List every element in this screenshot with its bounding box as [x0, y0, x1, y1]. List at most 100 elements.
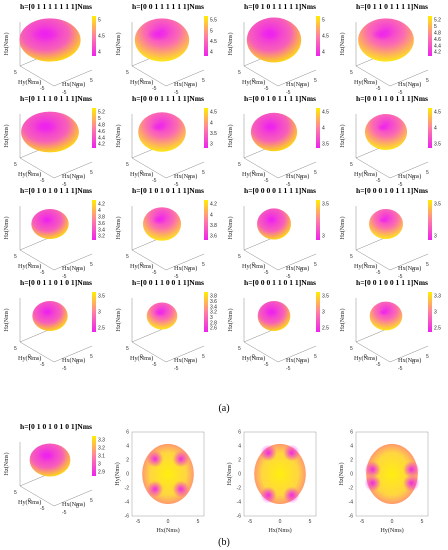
- x-tick: 0: [76, 504, 79, 510]
- chart-panel-17: 6 4 2 0 -2 -4 -6 -5 0 5 Hx(Nms) Hy(Nms): [114, 430, 205, 534]
- ylabel: Hy(Nms): [130, 79, 153, 86]
- ylabel: Hy(Nms): [354, 171, 377, 178]
- colorbar-tick: 3.5: [322, 294, 329, 300]
- colorbar: [428, 108, 432, 148]
- subfigure-label-b: (b): [218, 537, 230, 548]
- colorbar-tick: 3.6: [210, 234, 217, 240]
- y-tick: 0: [28, 354, 31, 360]
- surface-highlight: [378, 309, 389, 316]
- colorbar-tick: 5.2: [434, 18, 441, 24]
- y-tick: 0: [252, 354, 255, 360]
- xlabel: Hx(Nms): [286, 173, 309, 180]
- x-tick: 5: [90, 262, 93, 268]
- x-tick: 0: [279, 519, 282, 525]
- chart-panel-11: h=[0 0 0 1 0 1 1 1]Nms Hz(Nms) Hy(Nms) Hx(N…: [339, 186, 441, 280]
- x-tick: 0: [167, 519, 170, 525]
- surface: [257, 208, 291, 240]
- x-tick: -5: [286, 90, 291, 96]
- surface-spot: [260, 486, 277, 504]
- chart-panel-13: h=[0 0 1 1 0 0 1 1]Nms Hz(Nms) Hy(Nms) Hx(N…: [115, 278, 217, 372]
- surface-spot: [283, 444, 300, 462]
- x-tick: -5: [62, 510, 67, 516]
- panel-title: h=[0 0 1 0 1 1 1 1]Nms: [244, 94, 316, 103]
- colorbar: [428, 16, 432, 56]
- surface-spot: [172, 450, 190, 468]
- x-tick: -5: [174, 90, 179, 96]
- y-tick: -5: [40, 178, 45, 184]
- chart-panel-6: h=[0 0 1 0 1 1 1 1]Nms Hz(Nms) Hy(Nms) Hx(N…: [227, 94, 329, 188]
- x-tick: 0: [300, 176, 303, 182]
- surface-highlight: [153, 308, 167, 317]
- y-tick: 5: [238, 70, 241, 76]
- xlabel: Hx(Nms): [398, 81, 421, 88]
- colorbar-tick: 3.5: [434, 202, 441, 208]
- x-tick: -5: [398, 274, 403, 280]
- y-tick: 0: [364, 262, 367, 268]
- xlabel: Hx(Nms): [286, 81, 309, 88]
- colorbar-tick: 3: [322, 310, 325, 316]
- y-tick: 5: [14, 254, 17, 260]
- colorbar-tick: 4.6: [98, 129, 105, 135]
- zlabel: Hz(Nms): [3, 452, 10, 475]
- x-tick: 5: [426, 170, 429, 176]
- y-tick: 0: [350, 472, 353, 478]
- colorbar-tick: 4.2: [98, 142, 105, 148]
- y-tick: 5: [350, 346, 353, 352]
- colorbar-tick: 4: [210, 50, 213, 56]
- ylabel: Hy(Nms): [18, 79, 41, 86]
- colorbar-tick: 3.2: [98, 446, 105, 452]
- x-tick: -5: [398, 182, 403, 188]
- ylabel: Hy(Nms): [130, 171, 153, 178]
- panel-title: h=[0 0 1 1 0 1 0 1]Nms: [20, 278, 92, 287]
- x-tick: 5: [426, 262, 429, 268]
- x-tick: -5: [360, 519, 365, 525]
- panel-title: h=[0 1 0 1 0 1 1 1]Nms: [20, 186, 92, 195]
- colorbar-tick: 4.2: [434, 50, 441, 56]
- y-tick: 2: [350, 458, 353, 464]
- colorbar-tick: 5.5: [210, 18, 217, 24]
- chart-panel-0: h=[0 1 1 1 1 1 1 1]Nms Hz(Nms) Hy(Nms) Hx(N…: [3, 2, 105, 96]
- colorbar-tick: 2.6: [210, 326, 217, 332]
- ylabel: Hy(Nms): [242, 171, 265, 178]
- y-tick: 0: [364, 354, 367, 360]
- surface-highlight: [33, 120, 58, 134]
- surface-highlight: [259, 28, 281, 41]
- y-tick: 4: [238, 444, 241, 450]
- plot-frame: [243, 431, 317, 517]
- colorbar-tick: 3.5: [434, 142, 441, 148]
- x-tick: 5: [309, 519, 312, 525]
- y-tick: 0: [364, 170, 367, 176]
- surface-highlight: [31, 27, 60, 42]
- ylabel: Hz(Nms): [338, 462, 345, 485]
- x-tick: 5: [202, 78, 205, 84]
- surface-highlight: [152, 215, 167, 225]
- colorbar: [92, 200, 96, 240]
- ylabel: Hy(Nms): [242, 263, 265, 270]
- xlabel: Hy(Nms): [380, 527, 403, 534]
- colorbar-tick: 4: [434, 126, 437, 132]
- x-tick: 5: [314, 262, 317, 268]
- colorbar-tick: 5: [322, 18, 325, 24]
- zlabel: Hz(Nms): [227, 308, 234, 331]
- y-tick: 5: [238, 162, 241, 168]
- ylabel: Hy(Nms): [242, 355, 265, 362]
- y-tick: 6: [126, 430, 129, 436]
- y-tick: 4: [126, 444, 129, 450]
- x-tick: -5: [248, 519, 253, 525]
- zlabel: Hz(Nms): [227, 32, 234, 55]
- y-tick: 0: [364, 78, 367, 84]
- colorbar: [92, 16, 96, 56]
- y-tick: -5: [376, 178, 381, 184]
- panel-title: h=[0 0 1 0 0 1 1 1]Nms: [356, 278, 428, 287]
- x-tick: 0: [412, 84, 415, 90]
- colorbar-tick: 3: [98, 310, 101, 316]
- colorbar-tick: 4: [322, 50, 325, 56]
- colorbar: [92, 108, 96, 148]
- y-tick: 0: [252, 170, 255, 176]
- x-tick: 0: [188, 360, 191, 366]
- x-tick: 0: [300, 268, 303, 274]
- chart-panel-19: 6 4 2 0 -2 -4 -6 -5 0 5 Hy(Nms) Hz(Nms): [338, 430, 429, 534]
- colorbar-tick: 5: [210, 28, 213, 34]
